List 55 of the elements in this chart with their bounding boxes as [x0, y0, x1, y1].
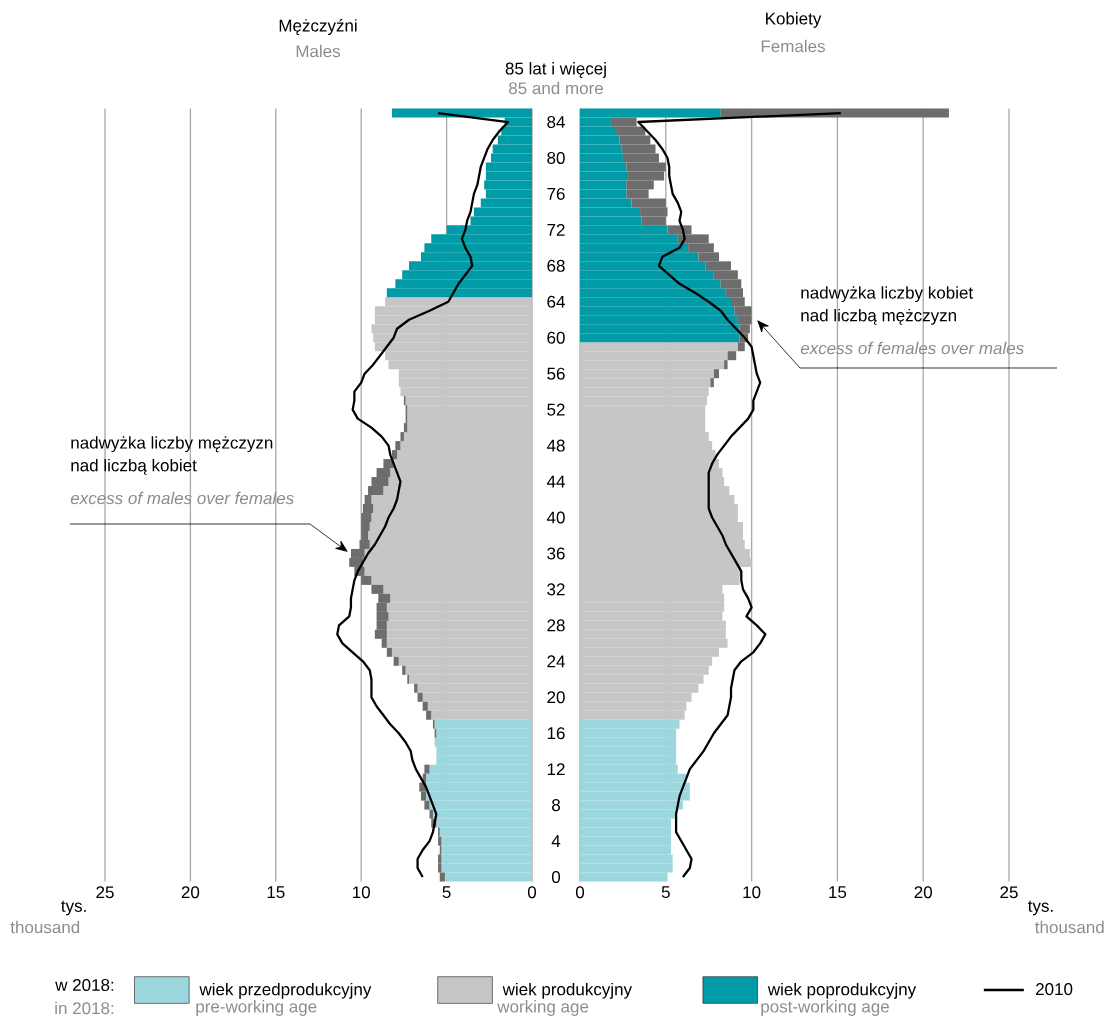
x-tick-label: 20	[914, 886, 932, 899]
text: 85 lat i więcej	[505, 62, 606, 78]
y-tick-label: 0	[551, 870, 561, 884]
x-tick-label: 0	[575, 886, 585, 899]
y-tick-label: 28	[547, 619, 565, 632]
y-tick-label: 84	[547, 115, 565, 129]
y-tick-label: 4	[551, 835, 561, 847]
x-tick-label: 5	[661, 886, 670, 899]
legend-label: wiek poprodukcyjny	[767, 982, 917, 999]
chart-subtitle: Females	[761, 39, 825, 53]
text: thousand	[1035, 920, 1104, 934]
x-tick-label: 25	[1000, 886, 1018, 899]
y-tick-label: 56	[547, 367, 565, 380]
text: in 2018:	[55, 1001, 114, 1015]
x-tick-label: 15	[267, 886, 285, 899]
y-tick-label: 76	[547, 187, 565, 200]
text: post-working age	[761, 1000, 889, 1016]
x-tick-label: 10	[743, 886, 761, 899]
x-tick-label: 5	[442, 886, 451, 899]
x-tick-label: 20	[181, 886, 200, 899]
y-tick-label: 48	[546, 439, 565, 452]
x-tick-label: 15	[829, 886, 847, 899]
y-tick-label: 20	[547, 691, 565, 704]
text: working age	[497, 1000, 589, 1016]
y-tick-label: 40	[546, 511, 565, 524]
y-tick-label: 44	[546, 475, 565, 488]
chart-title: Kobiety	[766, 12, 822, 28]
annotation: nadwyżka liczby mężczyzn nad liczbą kobiet	[71, 436, 273, 475]
y-tick-label: 36	[547, 547, 565, 560]
y-tick-label: 72	[547, 223, 565, 236]
x-tick-label: 0	[527, 886, 537, 899]
y-tick-label: 12	[547, 763, 565, 776]
x-tick-label: 25	[96, 886, 114, 899]
y-tick-label: 68	[547, 259, 565, 272]
text: 85 and more	[509, 81, 603, 95]
x-axis-title: tys.	[61, 900, 86, 916]
text: thousand	[10, 920, 80, 934]
y-tick-label: 24	[547, 655, 565, 668]
y-tick-label: 8	[552, 799, 560, 812]
y-tick-label: 60	[547, 331, 565, 344]
legend-label: wiek produkcyjny	[502, 982, 633, 999]
annotation: nadwyżka liczby kobiet nad liczbą mężczyzn	[801, 286, 974, 325]
y-tick-label: 52	[547, 403, 565, 416]
legend-label: wiek przedprodukcyjny	[199, 982, 372, 999]
text: pre-working age	[196, 1000, 317, 1016]
y-tick-label: 64	[547, 295, 565, 308]
x-axis-title: tys.	[1027, 900, 1053, 916]
chart-subtitle: Males	[296, 44, 341, 58]
x-tick-label: 10	[353, 886, 370, 899]
legend-title: w 2018:	[55, 978, 114, 992]
y-tick-label: 32	[547, 583, 565, 596]
legend-label: 2010	[1036, 983, 1073, 996]
y-tick-label: 80	[547, 151, 565, 164]
chart-title: Mężczyźni	[279, 18, 357, 36]
y-tick-label: 16	[547, 727, 565, 740]
